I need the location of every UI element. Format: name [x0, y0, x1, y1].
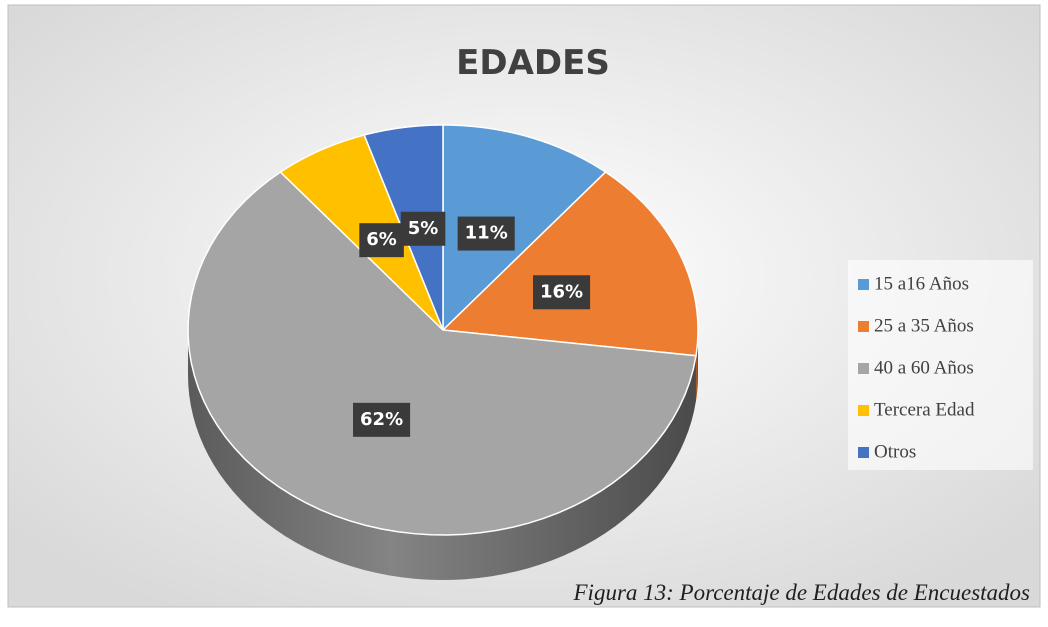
slice	[187, 171, 697, 536]
data-label-text: 11%	[465, 223, 508, 244]
legend-swatch	[858, 279, 869, 290]
data-label: 11%	[457, 216, 515, 251]
legend-label: Tercera Edad	[874, 399, 975, 420]
data-label-text: 16%	[540, 281, 583, 302]
label-box	[400, 211, 446, 246]
legend-swatch	[858, 447, 869, 458]
legend-label: 40 a 60 Años	[874, 357, 974, 378]
label-box	[359, 223, 404, 258]
label-box	[353, 402, 411, 437]
legend-label: 25 a 35 Años	[874, 315, 974, 336]
legend-box	[848, 260, 1033, 470]
legend-swatch	[858, 405, 869, 416]
legend-label: 15 a16 Años	[874, 273, 969, 294]
label-box	[457, 216, 515, 251]
slice	[442, 124, 607, 332]
legend-swatch	[858, 363, 869, 374]
data-label-text: 6%	[366, 229, 397, 250]
data-label: 6%	[359, 223, 404, 258]
data-label-text: 62%	[360, 409, 403, 430]
side-shade	[188, 330, 696, 580]
data-label: 62%	[353, 402, 411, 437]
slice	[441, 171, 699, 357]
caption: Figura 13: Porcentaje de Edades de Encue…	[573, 580, 1031, 605]
data-label: 16%	[532, 275, 591, 310]
label-box	[532, 275, 591, 310]
legend-swatch	[858, 321, 869, 332]
data-label-text: 5%	[408, 218, 439, 239]
data-label: 5%	[400, 211, 446, 246]
legend-label: Otros	[874, 441, 916, 462]
chart-title: EDADES	[456, 43, 610, 83]
